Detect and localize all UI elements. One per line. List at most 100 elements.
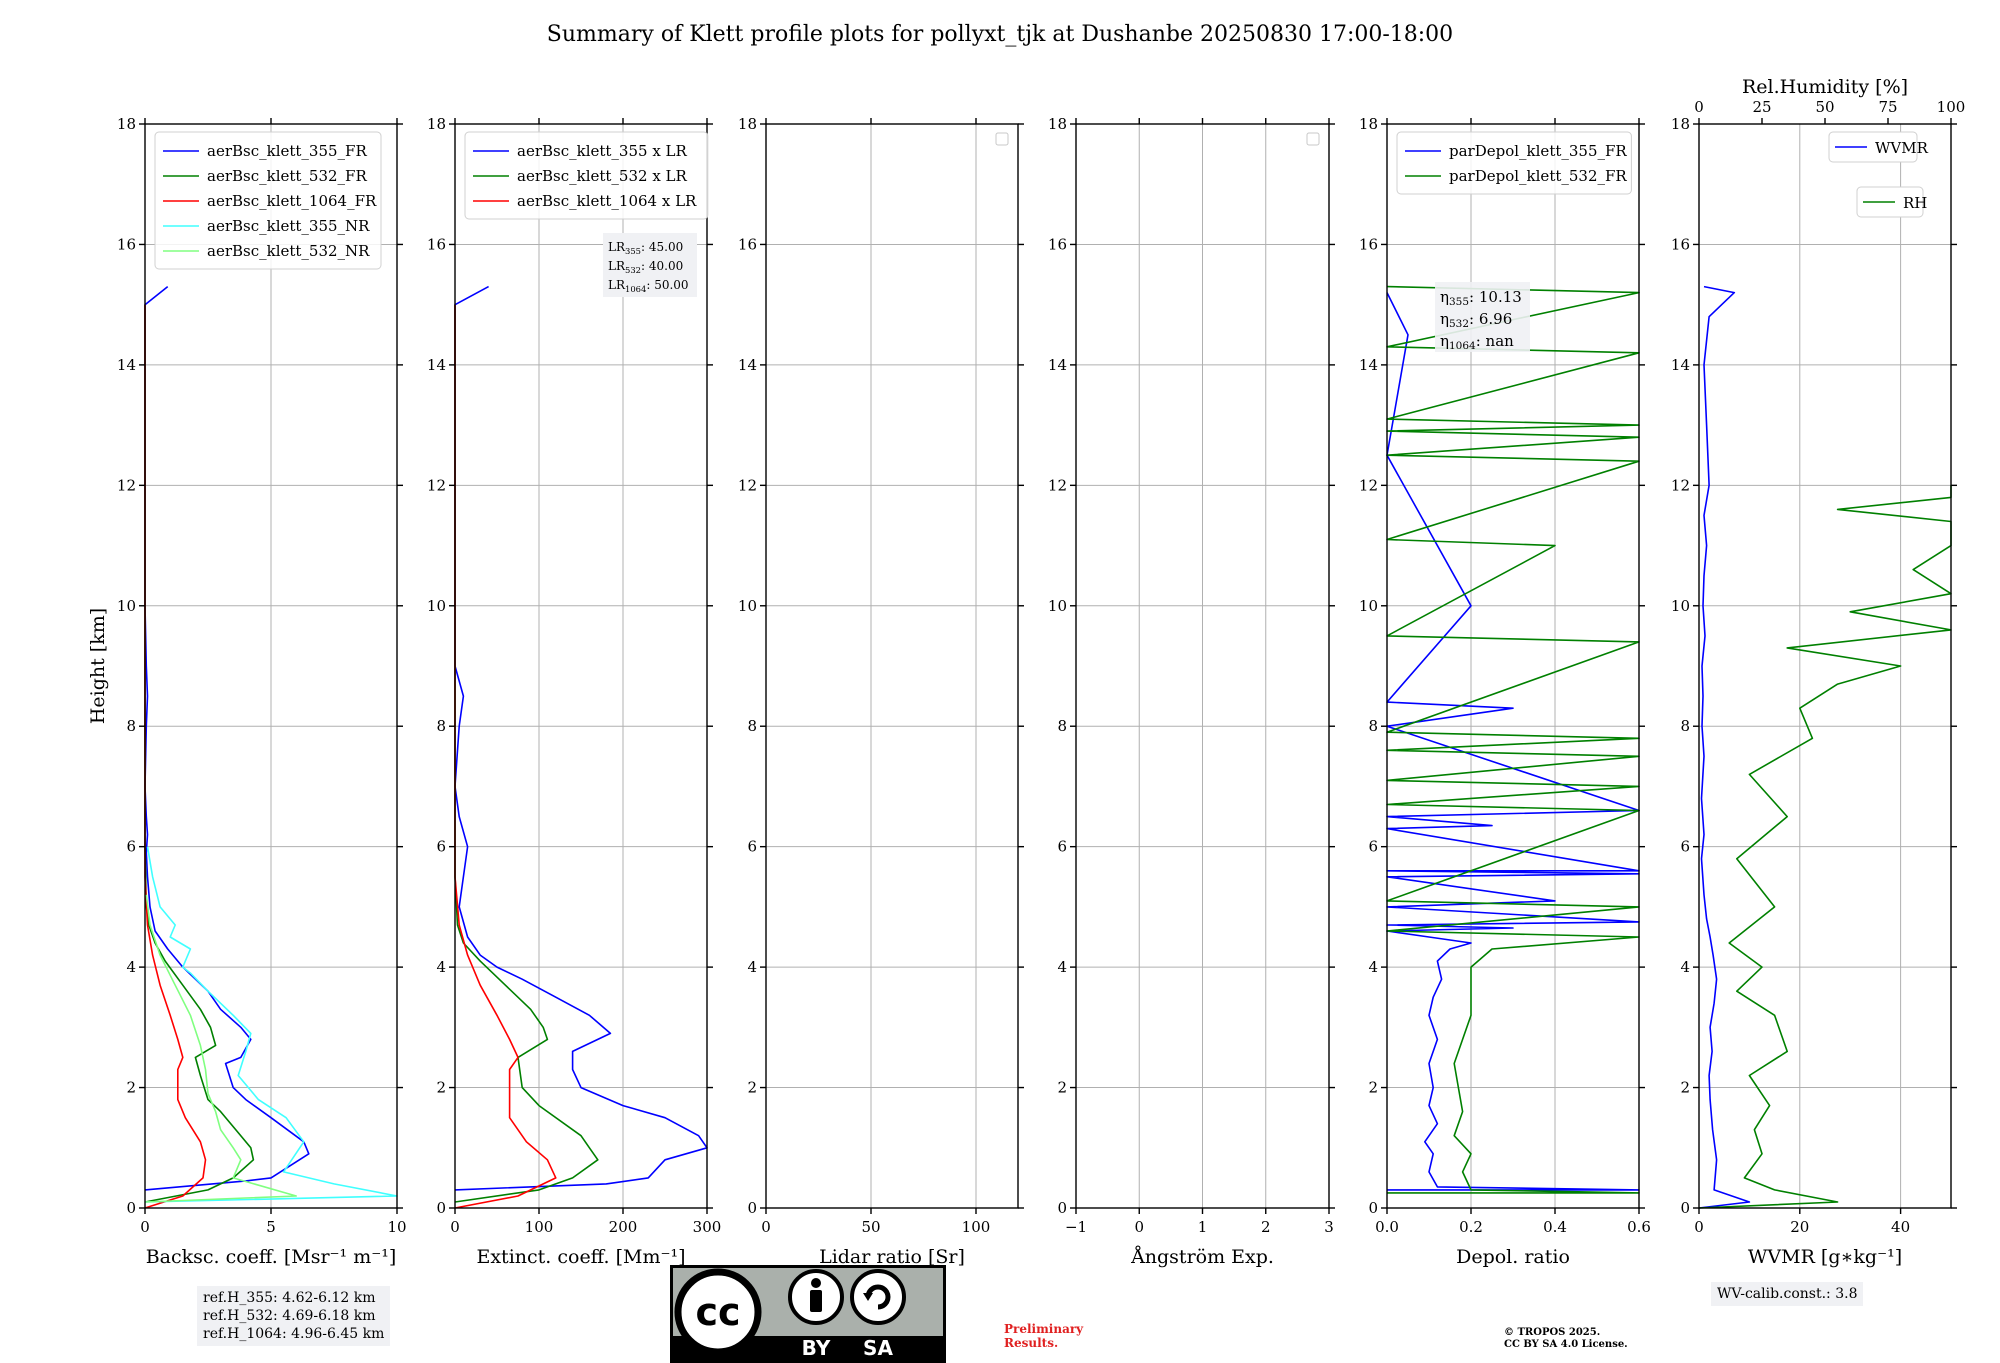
- legend-entry: aerBsc_klett_532_NR: [207, 242, 370, 260]
- legend-box: [1396, 131, 1632, 195]
- ref-height-box: ref.H_355: 4.62-6.12 km ref.H_532: 4.69-…: [197, 1286, 391, 1346]
- plot-frame: [454, 123, 708, 1209]
- y-tick-label: 10: [1359, 597, 1378, 615]
- legend-entry: parDepol_klett_532_FR: [1449, 167, 1627, 185]
- x2-tick-label: 25: [1752, 98, 1771, 116]
- y-tick-label: 4: [1680, 958, 1690, 976]
- y-tick-label: 4: [1057, 958, 1067, 976]
- x-tick-label: 100: [525, 1218, 554, 1236]
- x-tick-label: 300: [693, 1218, 722, 1236]
- x-tick-label: 1: [1198, 1218, 1208, 1236]
- y-tick-label: 14: [1671, 356, 1690, 374]
- legend-entry: RH: [1903, 194, 1927, 212]
- x2-tick-label: 0: [1694, 98, 1704, 116]
- series-line-parDepol-klett-532-FR: [1386, 285, 1640, 1194]
- y-tick-label: 0: [1368, 1199, 1378, 1217]
- series-line-aerBsc-klett-355-NR: [144, 846, 398, 1203]
- series-line-aerBsc-klett-355-x-LR: [454, 285, 708, 1191]
- series-line-WVMR: [1698, 285, 1751, 1209]
- x-tick-label: 200: [609, 1218, 638, 1236]
- series-line-aerBsc-klett-532-NR: [144, 894, 298, 1203]
- x-tick-label: 10: [387, 1218, 406, 1236]
- y-tick-label: 18: [738, 115, 757, 133]
- y-tick-label: 8: [1680, 717, 1690, 735]
- lr-annotation-box: [603, 233, 697, 297]
- series-line-aerBsc-klett-532-FR: [144, 304, 255, 1203]
- legend-entry: aerBsc_klett_1064 x LR: [517, 192, 697, 210]
- y-tick-label: 12: [738, 476, 757, 494]
- legend-box: [154, 131, 382, 270]
- annotation-label: η1064: nan: [1440, 332, 1514, 352]
- x-axis-label: Lidar ratio [Sr]: [819, 1246, 965, 1268]
- sa-arrow-icon: [850, 1269, 906, 1325]
- by-label: BY: [802, 1336, 831, 1360]
- x-axis-label: WVMR [g∗kg⁻¹]: [1748, 1246, 1902, 1268]
- y-tick-label: 14: [1359, 356, 1378, 374]
- x-tick-label: 0: [1134, 1218, 1144, 1236]
- y-tick-label: 0: [436, 1199, 446, 1217]
- figure-title: Summary of Klett profile plots for polly…: [546, 22, 1454, 47]
- preliminary-note: Preliminary Results.: [1004, 1322, 1084, 1350]
- x-tick-label: 2: [1261, 1218, 1271, 1236]
- y-tick-label: 4: [1368, 958, 1378, 976]
- panel-5: 0 2 4 6 8 10 12 14 16 18 0.0 0.2 0.4 0.6 Depol. ratio p…: [1359, 115, 1651, 1268]
- empty-legend-box: [1306, 132, 1320, 146]
- y-tick-label: 4: [747, 958, 757, 976]
- legend-entry: parDepol_klett_355_FR: [1449, 142, 1627, 160]
- wv-calib-box: WV-calib.const.: 3.8: [1711, 1282, 1864, 1306]
- y-tick-label: 12: [1671, 476, 1690, 494]
- y-tick-label: 10: [1048, 597, 1067, 615]
- x-tick-label: 5: [266, 1218, 276, 1236]
- x-tick-label: 0: [140, 1218, 150, 1236]
- cc-license-badge: cc BY SA: [670, 1265, 946, 1363]
- y-tick-label: 0: [1680, 1199, 1690, 1217]
- y-tick-label: 8: [747, 717, 757, 735]
- y-tick-label: 14: [117, 356, 136, 374]
- x-tick-label: 40: [1891, 1218, 1910, 1236]
- legend-entry: aerBsc_klett_532 x LR: [517, 167, 688, 185]
- x-axis-label: Depol. ratio: [1456, 1246, 1570, 1268]
- y-tick-label: 16: [1671, 235, 1690, 253]
- y-tick-label: 2: [1680, 1079, 1690, 1097]
- legend-box: [464, 131, 709, 220]
- y-tick-label: 2: [1368, 1079, 1378, 1097]
- y-tick-label: 2: [747, 1079, 757, 1097]
- x2-axis-label: Rel.Humidity [%]: [1742, 76, 1908, 98]
- legend-entry: aerBsc_klett_532_FR: [207, 167, 367, 185]
- y-tick-label: 8: [1368, 717, 1378, 735]
- y-tick-label: 6: [126, 838, 136, 856]
- x-tick-label: 100: [962, 1218, 991, 1236]
- legend-box: [1828, 131, 1918, 163]
- y-tick-label: 0: [747, 1199, 757, 1217]
- legend-entry: aerBsc_klett_355 x LR: [517, 142, 688, 160]
- x-tick-label: 0.4: [1543, 1218, 1567, 1236]
- series-line-aerBsc-klett-1064-FR: [144, 304, 207, 1209]
- eta-annotation-box: [1435, 282, 1530, 352]
- x-axis-label: Backsc. coeff. [Msr⁻¹ m⁻¹]: [146, 1246, 397, 1268]
- ref-height-532: ref.H_532: 4.69-6.18 km: [203, 1308, 376, 1324]
- y-tick-label: 12: [427, 476, 446, 494]
- annotation-label: η355: 10.13: [1440, 288, 1522, 308]
- empty-legend-box: [995, 132, 1009, 146]
- panel-2: 0 2 4 6 8 10 12 14 16 18 0 100 200 300 Extinct. coeff.…: [427, 115, 721, 1268]
- y-tick-label: 14: [427, 356, 446, 374]
- y-tick-label: 16: [427, 235, 446, 253]
- x-tick-label: 0.2: [1459, 1218, 1483, 1236]
- x-tick-label: 0: [450, 1218, 460, 1236]
- y-tick-label: 16: [1359, 235, 1378, 253]
- x-tick-label: 0: [1694, 1218, 1704, 1236]
- legend-entry: WVMR: [1875, 139, 1929, 157]
- y-tick-label: 2: [126, 1079, 136, 1097]
- y-tick-label: 10: [117, 597, 136, 615]
- annotation-label: LR1064: 50.00: [608, 278, 689, 294]
- y-tick-label: 8: [126, 717, 136, 735]
- x-tick-label: 20: [1790, 1218, 1809, 1236]
- annotation-label: LR355: 45.00: [608, 240, 683, 256]
- x2-tick-label: 75: [1878, 98, 1897, 116]
- y-tick-label: 2: [436, 1079, 446, 1097]
- y-tick-label: 10: [427, 597, 446, 615]
- plot-frame: [765, 123, 1019, 1209]
